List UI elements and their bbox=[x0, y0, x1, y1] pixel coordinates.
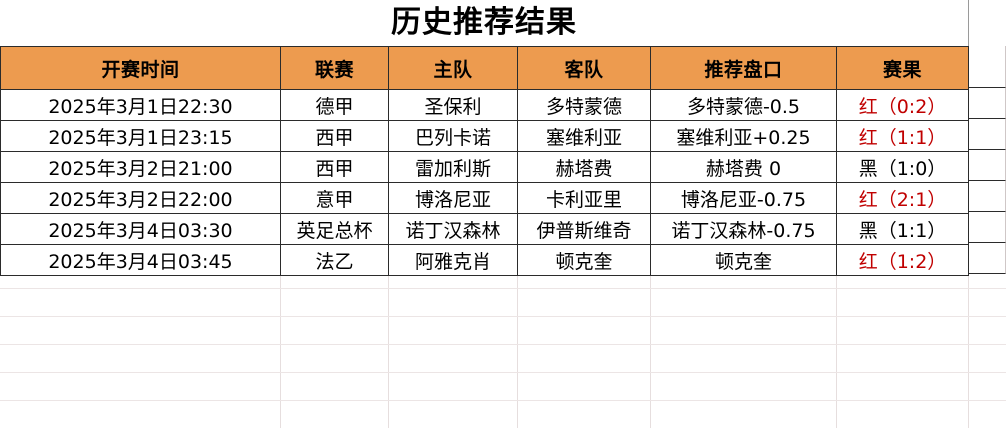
cell-kickoff: 2025年3月4日03:30 bbox=[0, 213, 281, 245]
cell-result-red: 红（1:2） bbox=[836, 244, 969, 276]
table-row: 2025年3月2日22:00 意甲 博洛尼亚 卡利亚里 博洛尼亚-0.75 红（2:1） bbox=[0, 182, 969, 214]
cell-away: 赫塔费 bbox=[517, 151, 651, 183]
cell-result-red: 红（2:1） bbox=[836, 182, 969, 214]
cell-kickoff: 2025年3月1日23:15 bbox=[0, 120, 281, 152]
cell-away: 顿克奎 bbox=[517, 244, 651, 276]
cell-league: 英足总杯 bbox=[280, 213, 389, 245]
cell-pick: 多特蒙德-0.5 bbox=[650, 89, 837, 121]
spare-cell bbox=[969, 150, 1006, 181]
cell-pick: 赫塔费 0 bbox=[650, 151, 837, 183]
cell-home: 诺丁汉森林 bbox=[388, 213, 518, 245]
cell-result-red: 红（1:1） bbox=[836, 120, 969, 152]
table-row: 2025年3月1日23:15 西甲 巴列卡诺 塞维利亚 塞维利亚+0.25 红（1:1） bbox=[0, 120, 969, 152]
column-header-league: 联赛 bbox=[280, 46, 389, 90]
column-header-pick: 推荐盘口 bbox=[650, 46, 837, 90]
column-header-away: 客队 bbox=[517, 46, 651, 90]
title-right-border bbox=[968, 0, 969, 46]
cell-home: 巴列卡诺 bbox=[388, 120, 518, 152]
cell-kickoff: 2025年3月2日22:00 bbox=[0, 182, 281, 214]
cell-league: 意甲 bbox=[280, 182, 389, 214]
grid-hline bbox=[0, 372, 1006, 373]
cell-league: 西甲 bbox=[280, 151, 389, 183]
cell-pick: 塞维利亚+0.25 bbox=[650, 120, 837, 152]
cell-kickoff: 2025年3月1日22:30 bbox=[0, 89, 281, 121]
cell-league: 西甲 bbox=[280, 120, 389, 152]
column-header-kickoff: 开赛时间 bbox=[0, 46, 281, 90]
page-title-band: 历史推荐结果 bbox=[0, 0, 968, 47]
spare-cell-header bbox=[969, 46, 1006, 88]
cell-away: 多特蒙德 bbox=[517, 89, 651, 121]
table-row: 2025年3月4日03:30 英足总杯 诺丁汉森林 伊普斯维奇 诺丁汉森林-0.75 黑（… bbox=[0, 213, 969, 245]
table-row: 2025年3月2日21:00 西甲 雷加利斯 赫塔费 赫塔费 0 黑（1:0） bbox=[0, 151, 969, 183]
grid-hline bbox=[0, 288, 1006, 289]
cell-home: 博洛尼亚 bbox=[388, 182, 518, 214]
column-header-result: 赛果 bbox=[836, 46, 969, 90]
cell-league: 法乙 bbox=[280, 244, 389, 276]
table-header: 开赛时间 联赛 主队 客队 推荐盘口 赛果 bbox=[0, 46, 969, 90]
cell-home: 雷加利斯 bbox=[388, 151, 518, 183]
cell-kickoff: 2025年3月4日03:45 bbox=[0, 244, 281, 276]
table-header-row: 开赛时间 联赛 主队 客队 推荐盘口 赛果 bbox=[0, 46, 969, 90]
page-title: 历史推荐结果 bbox=[391, 5, 577, 40]
cell-result-red: 红（0:2） bbox=[836, 89, 969, 121]
table-row: 2025年3月1日22:30 德甲 圣保利 多特蒙德 多特蒙德-0.5 红（0:2） bbox=[0, 89, 969, 121]
spare-cell bbox=[969, 243, 1006, 274]
cell-away: 塞维利亚 bbox=[517, 120, 651, 152]
cell-result-black: 黑（1:0） bbox=[836, 151, 969, 183]
spare-cell bbox=[969, 119, 1006, 150]
cell-result-black: 黑（1:1） bbox=[836, 213, 969, 245]
cell-home: 圣保利 bbox=[388, 89, 518, 121]
table-body: 2025年3月1日22:30 德甲 圣保利 多特蒙德 多特蒙德-0.5 红（0:2） 202… bbox=[0, 89, 969, 276]
spare-cell bbox=[969, 212, 1006, 243]
column-header-home: 主队 bbox=[388, 46, 518, 90]
grid-hline bbox=[0, 316, 1006, 317]
history-recommendations-table: 开赛时间 联赛 主队 客队 推荐盘口 赛果 2025年3月1日22:30 德甲 圣保利 多特蒙德… bbox=[0, 46, 969, 276]
grid-hline bbox=[0, 400, 1006, 401]
spare-column bbox=[969, 46, 1006, 274]
cell-home: 阿雅克肖 bbox=[388, 244, 518, 276]
spare-cell bbox=[969, 88, 1006, 119]
cell-pick: 诺丁汉森林-0.75 bbox=[650, 213, 837, 245]
cell-kickoff: 2025年3月2日21:00 bbox=[0, 151, 281, 183]
cell-league: 德甲 bbox=[280, 89, 389, 121]
cell-away: 伊普斯维奇 bbox=[517, 213, 651, 245]
cell-pick: 博洛尼亚-0.75 bbox=[650, 182, 837, 214]
spare-cell bbox=[969, 181, 1006, 212]
cell-pick: 顿克奎 bbox=[650, 244, 837, 276]
grid-hline bbox=[0, 344, 1006, 345]
table-row: 2025年3月4日03:45 法乙 阿雅克肖 顿克奎 顿克奎 红（1:2） bbox=[0, 244, 969, 276]
cell-away: 卡利亚里 bbox=[517, 182, 651, 214]
title-right-spare-cell bbox=[969, 0, 1006, 47]
